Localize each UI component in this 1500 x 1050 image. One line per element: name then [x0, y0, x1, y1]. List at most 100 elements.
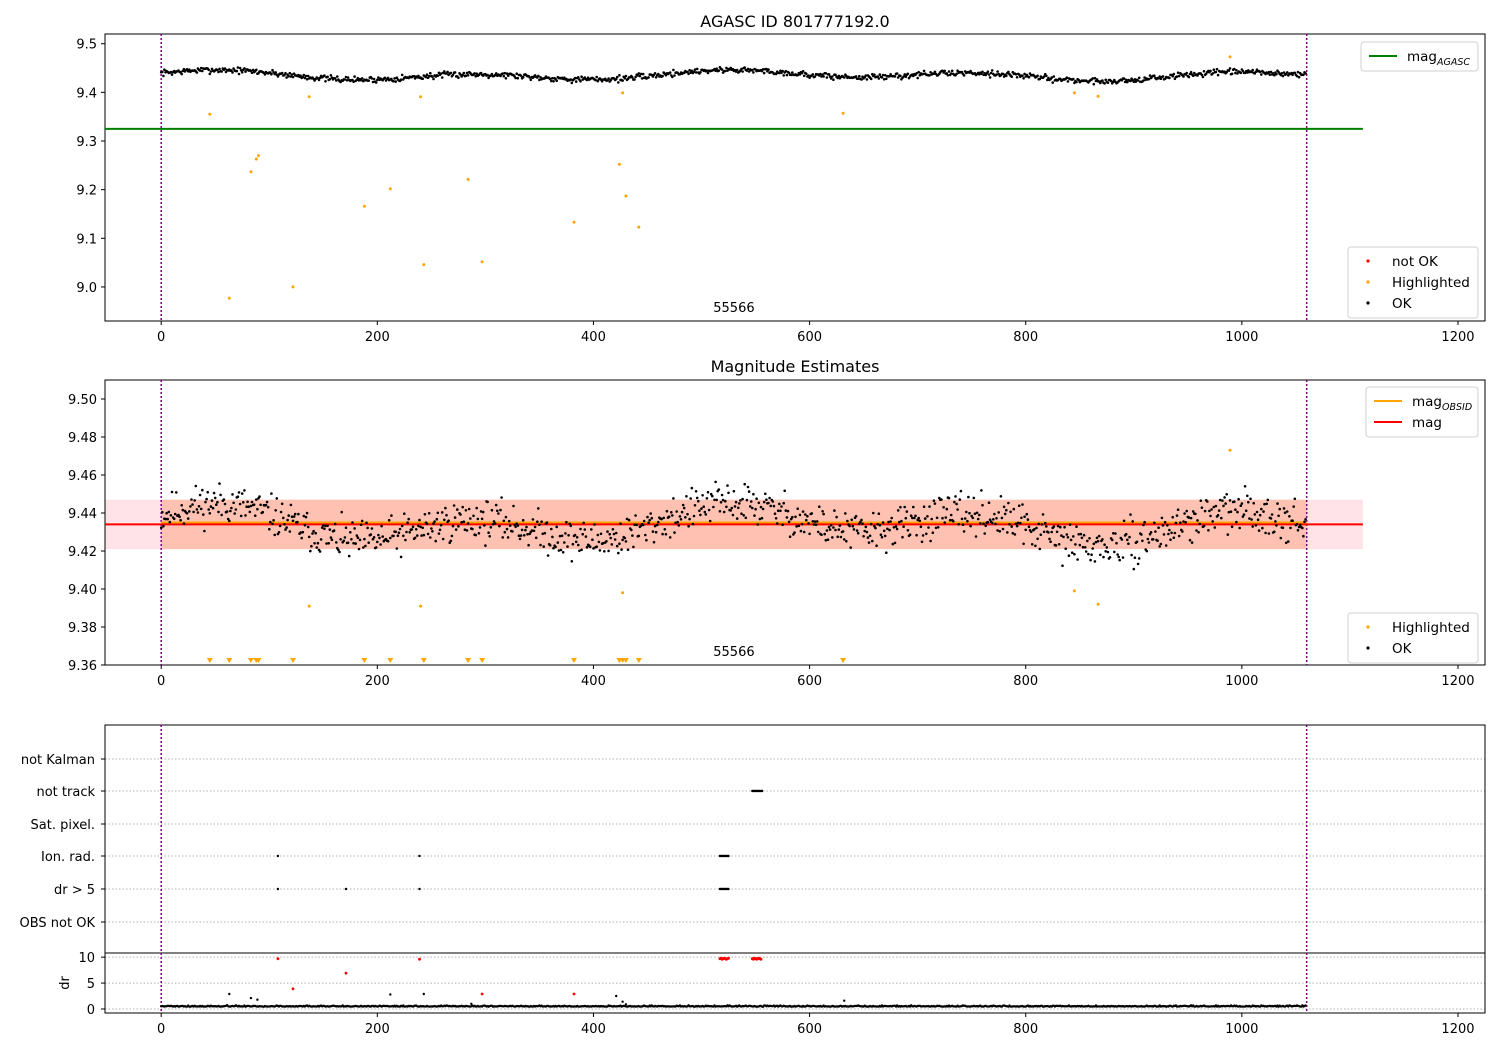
ok-point — [851, 524, 855, 528]
flag-point — [727, 854, 730, 858]
ok-point — [1059, 525, 1062, 529]
ok-point — [1203, 509, 1207, 513]
ok-point — [347, 554, 351, 558]
ok-point — [607, 549, 610, 553]
ok-point — [424, 75, 428, 79]
ok-point — [649, 512, 652, 515]
ok-point — [1191, 510, 1195, 513]
ok-point — [757, 501, 761, 505]
ok-point — [538, 523, 541, 526]
ok-point — [745, 498, 749, 502]
ok-point — [976, 517, 980, 521]
ok-point — [741, 70, 744, 73]
ok-point — [565, 520, 568, 524]
ok-point — [1076, 558, 1079, 561]
ok-point — [353, 75, 356, 78]
ok-point — [1153, 521, 1156, 525]
ok-point — [850, 518, 853, 522]
legend-dot-marker — [1366, 646, 1370, 650]
ok-point — [569, 524, 573, 528]
ok-point — [999, 495, 1003, 498]
ok-point — [719, 501, 723, 504]
highlighted-point — [257, 154, 260, 158]
ok-point — [601, 541, 605, 545]
ok-point — [1001, 527, 1005, 531]
ok-point — [476, 517, 480, 521]
ok-point — [263, 73, 267, 76]
ok-point — [880, 535, 884, 539]
ok-point — [650, 516, 654, 520]
ok-point — [1193, 71, 1196, 75]
ok-point — [231, 71, 234, 74]
ok-point — [1222, 504, 1225, 508]
ok-point — [182, 67, 186, 71]
ok-point — [181, 508, 185, 512]
ok-point — [195, 71, 199, 74]
ok-point — [856, 531, 860, 535]
ok-point — [1168, 76, 1171, 80]
ok-point — [808, 532, 811, 536]
legend-lower-box — [1347, 246, 1479, 319]
x-tick-label: 1000 — [1225, 330, 1258, 345]
ok-point — [516, 524, 520, 527]
ok-point — [1182, 75, 1185, 78]
ok-point — [1175, 75, 1179, 78]
ok-point — [250, 500, 254, 504]
ok-point — [915, 533, 918, 537]
ok-point — [1284, 541, 1288, 545]
ok-point — [467, 507, 471, 511]
ok-point — [585, 78, 589, 82]
ok-point — [440, 76, 444, 79]
ok-point — [1012, 507, 1016, 511]
ok-point — [282, 516, 285, 520]
ok-point — [1016, 521, 1020, 525]
x-tick-label: 800 — [1013, 330, 1038, 345]
ok-point — [285, 76, 288, 79]
dr-ok-outlier — [389, 993, 392, 996]
ok-point — [805, 518, 808, 522]
ok-point — [1168, 528, 1171, 532]
highlighted-point — [1228, 55, 1232, 59]
ok-point — [1003, 512, 1007, 516]
ok-point — [1287, 540, 1290, 543]
ok-point — [608, 532, 611, 536]
ok-point — [219, 493, 222, 497]
ok-point — [811, 520, 815, 523]
ok-point — [536, 520, 539, 523]
ok-point — [725, 66, 728, 70]
dr-not-ok-point — [572, 992, 576, 996]
ok-point — [505, 527, 509, 531]
ok-point — [800, 71, 804, 75]
ok-point — [874, 526, 877, 530]
ok-point — [270, 72, 273, 76]
ok-point — [239, 69, 243, 72]
x-tick-label: 600 — [797, 1022, 822, 1037]
ok-point — [478, 526, 482, 529]
ok-point — [475, 506, 479, 510]
dr-not-ok-point — [480, 992, 484, 996]
ok-point — [825, 76, 829, 79]
ok-point — [1216, 513, 1220, 517]
ok-point — [688, 68, 691, 72]
ok-point — [614, 531, 618, 535]
ok-point — [1093, 560, 1097, 563]
ok-point — [233, 512, 236, 515]
ok-point — [367, 79, 371, 82]
flag-category-label: Ion. rad. — [41, 850, 95, 865]
ok-point — [296, 520, 299, 524]
ok-point — [398, 527, 402, 531]
ok-point — [804, 513, 807, 516]
ok-point — [869, 522, 873, 526]
ok-point — [724, 499, 727, 503]
ok-point — [732, 489, 736, 493]
ok-point — [854, 514, 858, 518]
ok-point — [1199, 499, 1203, 503]
ok-point — [466, 74, 470, 77]
ok-point — [933, 70, 937, 74]
ok-point — [1035, 526, 1038, 530]
ok-point — [552, 546, 555, 550]
ok-point — [528, 532, 531, 536]
ok-point — [410, 528, 414, 531]
ok-point — [632, 545, 635, 549]
